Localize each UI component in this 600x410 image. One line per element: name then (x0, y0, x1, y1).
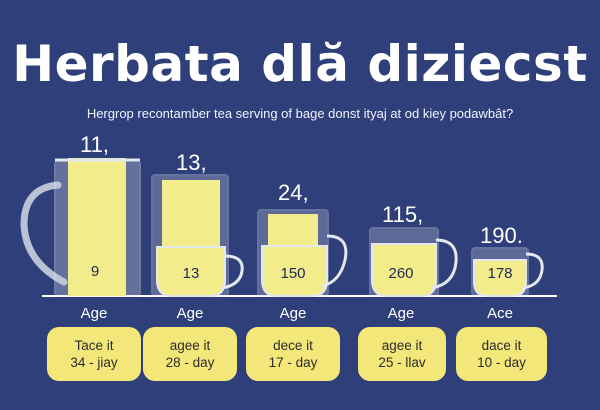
cup-vessel-4 (369, 227, 458, 297)
glass-cup-vessel-2 (151, 174, 244, 297)
pitcher-vessel-1 (20, 158, 141, 297)
serving-card: dece it 17 - day (246, 327, 340, 381)
infographic-subtitle: Hergrop recontamber tea serving of bage … (86, 106, 514, 121)
vessel-inside-number: 13 (183, 265, 200, 282)
card-line: dece it (273, 338, 313, 353)
age-label: Age (280, 305, 307, 322)
card-line: 25 - llav (378, 355, 426, 370)
vessel-top-number: 115, (382, 202, 423, 227)
cup-vessel-5 (471, 247, 544, 297)
card-line: Tace it (74, 338, 114, 353)
card-line: 28 - day (165, 355, 215, 370)
serving-card: Tace it 34 - jiay (47, 327, 141, 381)
card-line: agee it (169, 338, 211, 353)
infographic-title: Herbata dlă diziecst (12, 35, 588, 93)
age-label: Age (177, 305, 204, 322)
card-line: agee it (381, 338, 423, 353)
age-label: Age (81, 305, 108, 322)
vessel-top-number: 190. (480, 223, 523, 248)
age-label: Age (388, 305, 415, 322)
card-line: 10 - day (477, 355, 526, 370)
glass-cup-vessel-3 (257, 209, 348, 297)
vessel-top-number: 24, (278, 180, 309, 205)
card-line: 34 - jiay (70, 355, 118, 370)
card-line: 17 - day (268, 355, 318, 370)
vessel-inside-number: 178 (487, 265, 512, 282)
card-line: dace it (481, 338, 522, 353)
vessel-inside-number: 260 (388, 265, 413, 282)
serving-card: agee it 28 - day (143, 327, 237, 381)
vessel-top-number: 11, (80, 132, 109, 157)
serving-card: dace it 10 - day (456, 327, 547, 381)
vessel-inside-number: 9 (91, 263, 99, 280)
serving-card: agee it 25 - llav (358, 327, 446, 381)
age-label: Ace (487, 305, 513, 322)
vessel-top-number: 13, (176, 150, 207, 175)
vessel-inside-number: 150 (280, 265, 305, 282)
